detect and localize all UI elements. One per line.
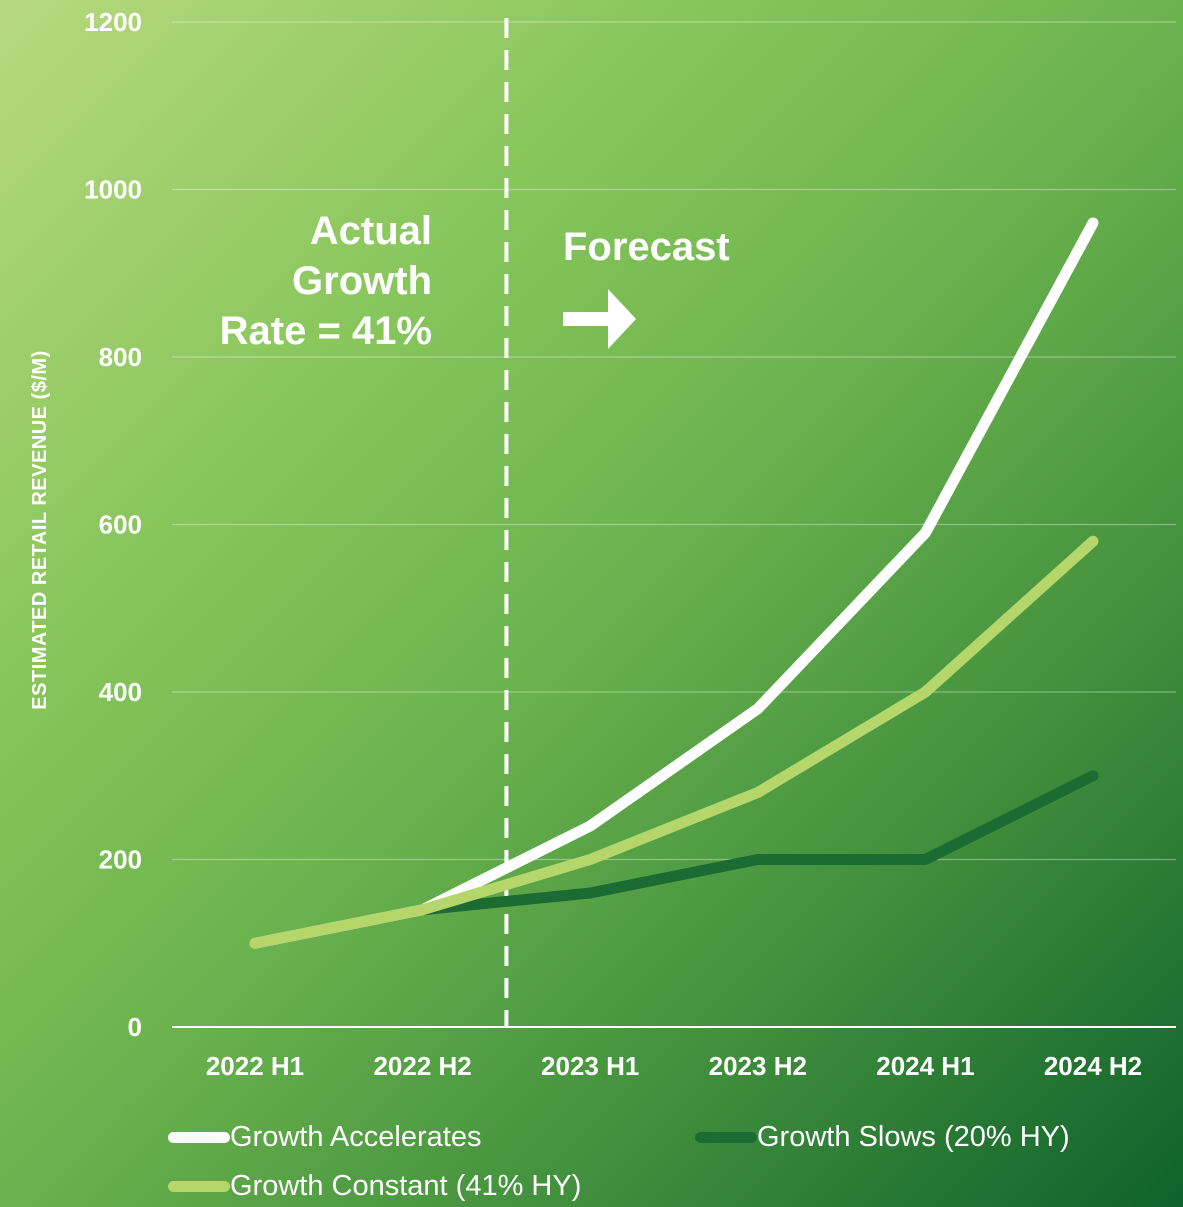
y-tick-label: 200	[99, 845, 142, 875]
legend-swatch-growth-constant	[168, 1181, 230, 1192]
x-tick-labels: 2022 H1 2022 H2 2023 H1 2023 H2 2024 H1 2024 …	[206, 1051, 1142, 1081]
actual-growth-annotation-line3: Rate = 41%	[220, 309, 432, 353]
series-line-growth-constant	[249, 535, 1099, 949]
legend-item-growth-accelerates: Growth Accelerates	[168, 1121, 481, 1154]
x-tick-label: 2023 H2	[709, 1051, 807, 1081]
series-lines	[249, 217, 1099, 949]
arrow-right-icon	[563, 289, 636, 349]
legend-label-growth-constant: Growth Constant (41% HY)	[230, 1170, 582, 1202]
y-axis-label: ESTIMATED RETAIL REVENUE ($/M)	[29, 350, 51, 709]
legend-item-growth-slows: Growth Slows (20% HY)	[695, 1121, 1070, 1154]
x-tick-label: 2023 H1	[541, 1051, 639, 1081]
legend-swatch-growth-accelerates	[168, 1132, 230, 1143]
y-tick-label: 1200	[84, 7, 142, 37]
x-tick-label: 2024 H2	[1044, 1051, 1142, 1081]
legend-label-growth-accelerates: Growth Accelerates	[230, 1121, 482, 1153]
y-tick-label: 600	[99, 510, 142, 540]
actual-growth-annotation-line2: Growth	[292, 259, 432, 303]
y-tick-label: 800	[99, 342, 142, 372]
x-tick-label: 2022 H2	[373, 1051, 471, 1081]
x-tick-label: 2022 H1	[206, 1051, 304, 1081]
x-tick-label: 2024 H1	[876, 1051, 974, 1081]
actual-growth-annotation-line1: Actual	[310, 209, 432, 253]
forecast-annotation: Forecast	[563, 225, 730, 269]
y-tick-labels: 0 200 400 600 800 1000 1200	[84, 7, 142, 1042]
y-tick-label: 1000	[84, 175, 142, 205]
gridlines	[172, 21, 1176, 1028]
y-tick-label: 400	[99, 677, 142, 707]
legend-label-growth-slows: Growth Slows (20% HY)	[757, 1121, 1070, 1153]
legend-swatch-growth-slows	[695, 1132, 757, 1143]
legend-item-growth-constant: Growth Constant (41% HY)	[168, 1170, 581, 1203]
y-tick-label: 0	[128, 1012, 142, 1042]
